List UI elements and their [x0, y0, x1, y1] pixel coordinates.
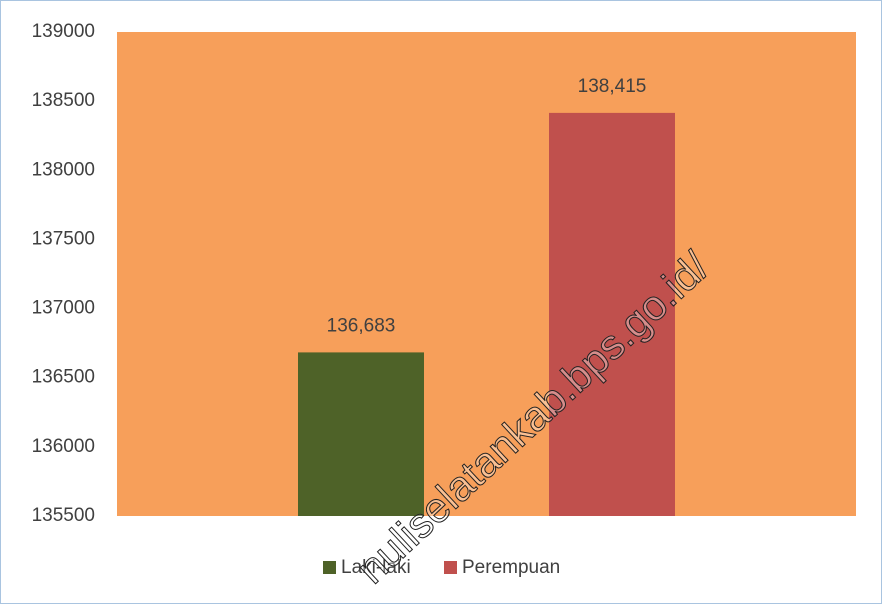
legend-swatch: [323, 561, 336, 574]
bar: [298, 352, 424, 516]
legend-swatch: [444, 561, 457, 574]
y-tick-label: 139000: [32, 21, 95, 42]
y-tick-label: 136000: [32, 436, 95, 457]
y-tick-label: 135500: [32, 505, 95, 526]
legend-label: Laki-laki: [341, 557, 411, 578]
data-label: 138,415: [578, 76, 647, 97]
y-tick-label: 137500: [32, 228, 95, 249]
y-tick-label: 136500: [32, 367, 95, 388]
bar: [549, 112, 675, 516]
data-label: 136,683: [327, 315, 396, 336]
y-tick-label: 138000: [32, 159, 95, 180]
y-tick-label: 137000: [32, 298, 95, 319]
y-tick-label: 138500: [32, 90, 95, 111]
legend-label: Perempuan: [462, 557, 560, 578]
plot-area: [117, 32, 856, 516]
